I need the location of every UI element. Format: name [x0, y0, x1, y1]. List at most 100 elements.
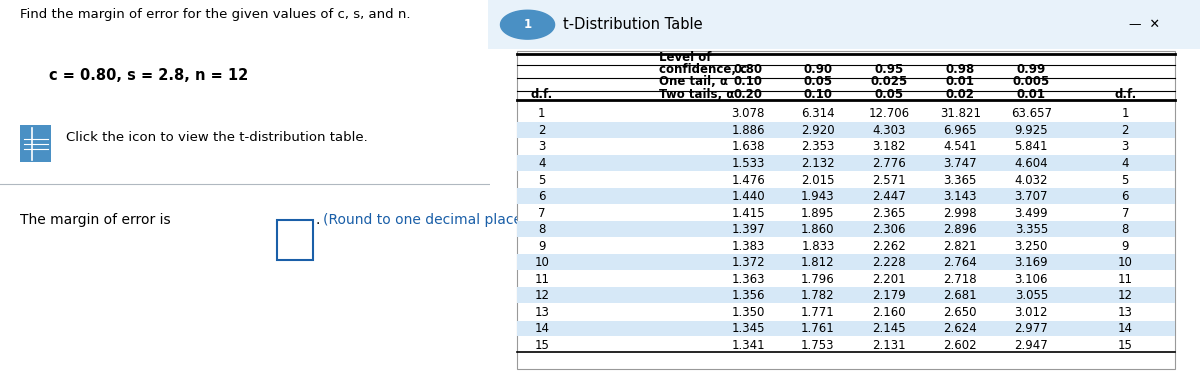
Text: 3.182: 3.182 — [872, 141, 906, 154]
Text: 1.833: 1.833 — [802, 240, 834, 253]
Text: d.f.: d.f. — [1114, 89, 1136, 101]
Bar — [517, 255, 1175, 270]
Text: 2.447: 2.447 — [872, 190, 906, 203]
Text: The margin of error is: The margin of error is — [19, 213, 170, 227]
Bar — [517, 155, 1175, 171]
Text: 8: 8 — [538, 223, 546, 236]
Text: 2.764: 2.764 — [943, 256, 977, 269]
Bar — [488, 0, 1200, 49]
Text: 9: 9 — [1122, 240, 1129, 253]
Text: 2.624: 2.624 — [943, 322, 977, 335]
Text: 12.706: 12.706 — [869, 108, 910, 120]
Text: 2.160: 2.160 — [872, 306, 906, 319]
Text: 1.812: 1.812 — [802, 256, 835, 269]
Text: 5: 5 — [538, 174, 546, 187]
Text: 5.841: 5.841 — [1015, 141, 1048, 154]
Text: 2.998: 2.998 — [943, 207, 977, 220]
Text: 15: 15 — [1118, 339, 1133, 352]
Text: 11: 11 — [1117, 273, 1133, 286]
Text: 0.05: 0.05 — [875, 89, 904, 101]
Text: 3: 3 — [538, 141, 546, 154]
Text: 12: 12 — [1117, 289, 1133, 302]
Text: 2.681: 2.681 — [943, 289, 977, 302]
Text: 1.397: 1.397 — [731, 223, 764, 236]
Text: 6.965: 6.965 — [943, 124, 977, 137]
Text: 3.747: 3.747 — [943, 157, 977, 170]
Text: Click the icon to view the t-distribution table.: Click the icon to view the t-distributio… — [66, 131, 368, 144]
Text: 1.761: 1.761 — [800, 322, 835, 335]
Text: 1.341: 1.341 — [731, 339, 764, 352]
Text: 2.602: 2.602 — [943, 339, 977, 352]
Text: 2.896: 2.896 — [943, 223, 977, 236]
Text: 4: 4 — [538, 157, 546, 170]
Text: 0.01: 0.01 — [946, 75, 974, 88]
Text: 1.782: 1.782 — [802, 289, 835, 302]
Text: 8: 8 — [1122, 223, 1129, 236]
Text: 1.345: 1.345 — [731, 322, 764, 335]
Text: 0.005: 0.005 — [1013, 75, 1050, 88]
Text: 3.055: 3.055 — [1015, 289, 1048, 302]
Text: 2: 2 — [538, 124, 546, 137]
Bar — [277, 220, 313, 260]
Text: —  ✕: — ✕ — [1129, 18, 1160, 31]
Text: 2.306: 2.306 — [872, 223, 906, 236]
Text: 2.947: 2.947 — [1014, 339, 1049, 352]
Text: 1.533: 1.533 — [732, 157, 764, 170]
Text: 0.98: 0.98 — [946, 63, 974, 76]
Text: 3.355: 3.355 — [1015, 223, 1048, 236]
Bar — [517, 221, 1175, 237]
Text: 0.10: 0.10 — [733, 75, 763, 88]
Text: Find the margin of error for the given values of c, s, and n.: Find the margin of error for the given v… — [19, 8, 410, 21]
Text: 2.920: 2.920 — [802, 124, 835, 137]
Text: 0.02: 0.02 — [946, 89, 974, 101]
Text: 14: 14 — [1117, 322, 1133, 335]
Text: 3.078: 3.078 — [732, 108, 764, 120]
Text: 4.303: 4.303 — [872, 124, 906, 137]
Text: 9.925: 9.925 — [1014, 124, 1048, 137]
Text: 14: 14 — [534, 322, 550, 335]
Text: 11: 11 — [534, 273, 550, 286]
Text: 3.499: 3.499 — [1014, 207, 1048, 220]
Text: 1.638: 1.638 — [731, 141, 764, 154]
Text: 2.228: 2.228 — [872, 256, 906, 269]
Bar — [517, 188, 1175, 204]
Text: (Round to one decimal place as needed.): (Round to one decimal place as needed.) — [323, 213, 608, 227]
Text: 2.650: 2.650 — [943, 306, 977, 319]
Text: 1.356: 1.356 — [731, 289, 764, 302]
Text: 2: 2 — [1122, 124, 1129, 137]
Text: 1.895: 1.895 — [802, 207, 835, 220]
Text: 1.363: 1.363 — [731, 273, 764, 286]
Text: 1.771: 1.771 — [800, 306, 835, 319]
Bar — [517, 321, 1175, 336]
Text: 4.604: 4.604 — [1014, 157, 1048, 170]
Text: 13: 13 — [534, 306, 550, 319]
Text: t-Distribution Table: t-Distribution Table — [563, 17, 703, 32]
Text: 1.415: 1.415 — [731, 207, 764, 220]
Text: 0.80: 0.80 — [733, 63, 763, 76]
Text: 2.179: 2.179 — [872, 289, 906, 302]
Text: 3: 3 — [1122, 141, 1129, 154]
Text: 0.95: 0.95 — [875, 63, 904, 76]
Text: 0.99: 0.99 — [1016, 63, 1046, 76]
Text: 1: 1 — [523, 18, 532, 31]
Text: 1.350: 1.350 — [732, 306, 764, 319]
Text: 3.143: 3.143 — [943, 190, 977, 203]
Bar — [19, 125, 52, 162]
Text: 0.10: 0.10 — [803, 89, 833, 101]
Text: 2.201: 2.201 — [872, 273, 906, 286]
Bar — [517, 287, 1175, 303]
Text: 2.131: 2.131 — [872, 339, 906, 352]
Text: 63.657: 63.657 — [1010, 108, 1052, 120]
Text: 3.012: 3.012 — [1015, 306, 1048, 319]
Text: 1.440: 1.440 — [731, 190, 764, 203]
Text: 7: 7 — [538, 207, 546, 220]
Text: 2.571: 2.571 — [872, 174, 906, 187]
Text: 3.365: 3.365 — [943, 174, 977, 187]
Text: 3.250: 3.250 — [1015, 240, 1048, 253]
Text: 2.718: 2.718 — [943, 273, 977, 286]
Text: .: . — [316, 213, 320, 227]
Text: 15: 15 — [534, 339, 550, 352]
Text: 1.476: 1.476 — [731, 174, 766, 187]
Text: 2.353: 2.353 — [802, 141, 834, 154]
Text: 2.145: 2.145 — [872, 322, 906, 335]
